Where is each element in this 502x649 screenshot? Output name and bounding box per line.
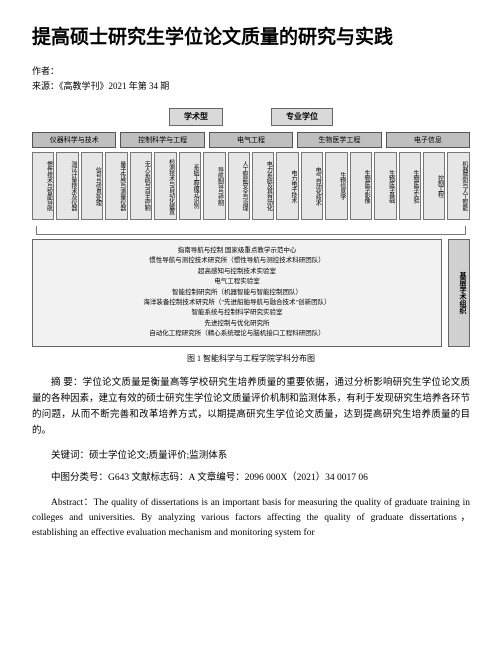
leaf-row: 惯性技术与智能导航 测试计量技术及仪器 信号与信息处理 量子传感与测量仪器 无人…	[32, 152, 470, 220]
leaf-box: 机器感知与人工智能	[447, 152, 469, 220]
cat-box: 电气工程	[209, 132, 293, 149]
diagram-top-row: 学术型 专业学位	[32, 108, 470, 126]
abstract-en-text: The quality of dissertations is an impor…	[32, 498, 470, 538]
keywords-label: 关键词：	[51, 451, 89, 461]
leaf-box: 电力系统及其自动化	[252, 152, 274, 220]
leaf-box: 测试计量技术及仪器	[56, 152, 78, 220]
leaf-box: 电气自动化技术	[301, 152, 323, 220]
center-line: 指南导航与控制 国家级重点教学示范中心	[41, 246, 433, 256]
leaf-box: 信号与信息处理	[81, 152, 103, 220]
abstract-label: 摘 要：	[51, 378, 83, 388]
leaf-box: 人工智能安全与治理	[228, 152, 250, 220]
leaf-box: 惯性技术与智能导航	[32, 152, 54, 220]
abstract-text: 学位论文质量是衡量高等学校研究生培养质量的重要依据，通过分析影响研究生学位论文质…	[32, 378, 470, 436]
leaf-box: 系统工程模式识别	[179, 152, 201, 220]
keywords-line: 关键词：硕士学位论文;质量评价;监测体系	[32, 449, 470, 463]
figure-caption: 图 1 智能科学与工程学院学科分布图	[32, 353, 470, 365]
abstract-en: Abstract：The quality of dissertations is…	[32, 496, 470, 542]
page-title: 提高硕士研究生学位论文质量的研究与实践	[32, 24, 470, 53]
keywords-text: 硕士学位论文;质量评价;监测体系	[89, 451, 227, 461]
bracket-connector	[36, 226, 466, 235]
center-org-box: 指南导航与控制 国家级重点教学示范中心 惯性导航与测控技术研究所（惯性导航与测控…	[32, 239, 442, 347]
author-line: 作者：	[32, 65, 470, 79]
leaf-box: 控制工程	[423, 152, 445, 220]
center-line: 智能控制研究所（机器智能与智能控制团队）	[41, 288, 433, 298]
center-line: 自动化工程研究所（精心系统理论与脑机接口工程科研团队）	[41, 329, 433, 339]
abstract-en-label: Abstract：	[51, 498, 94, 508]
leaf-box: 无人系统与自主控制	[130, 152, 152, 220]
leaf-box: 生物医学基础	[374, 152, 396, 220]
cat-box: 仪器科学与技术	[32, 132, 116, 149]
leaf-box: 导航制导与控制	[203, 152, 225, 220]
leaf-box: 量子传感与测量仪器	[105, 152, 127, 220]
classification-line: 中图分类号：G643 文献标志码：A 文章编号：2096 000X（2021）3…	[32, 471, 470, 485]
top-box-academic: 学术型	[169, 108, 223, 126]
cat-box: 生物医学工程	[297, 132, 381, 149]
center-line: 先进控制与优化研究所	[41, 319, 433, 329]
cat-box: 控制科学与工程	[120, 132, 204, 149]
top-box-professional: 专业学位	[271, 108, 333, 126]
center-line: 海洋装备控制技术研究所（"先进船舶导航与融合技术"创新团队）	[41, 298, 433, 308]
abstract-cn: 摘 要：学位论文质量是衡量高等学校研究生培养质量的重要依据，通过分析影响研究生学…	[32, 375, 470, 440]
side-label-box: 基层学术组织	[448, 239, 470, 347]
source-line: 来源：《高教学刊》2021 年第 34 期	[32, 80, 470, 94]
leaf-box: 电力电子技术	[276, 152, 298, 220]
center-line: 电气工程实验室	[41, 277, 433, 287]
org-diagram: 学术型 专业学位 仪器科学与技术 控制科学与工程 电气工程 生物医学工程 电子信…	[32, 108, 470, 365]
leaf-box: 生物信息学	[325, 152, 347, 220]
leaf-box: 生物医学影像	[350, 152, 372, 220]
center-line: 智能系统与控制科学研究实验室	[41, 308, 433, 318]
cat-box: 电子信息	[386, 132, 470, 149]
leaf-box: 生物医学实验	[399, 152, 421, 220]
leaf-box: 检测技术与自动化装置	[154, 152, 176, 220]
center-wrap: 指南导航与控制 国家级重点教学示范中心 惯性导航与测控技术研究所（惯性导航与测控…	[32, 239, 470, 347]
center-line: 惯性导航与测控技术研究所（惯性导航与测控技术科研团队）	[41, 256, 433, 266]
center-line: 超高感知与控制技术实验室	[41, 267, 433, 277]
category-row: 仪器科学与技术 控制科学与工程 电气工程 生物医学工程 电子信息	[32, 132, 470, 149]
